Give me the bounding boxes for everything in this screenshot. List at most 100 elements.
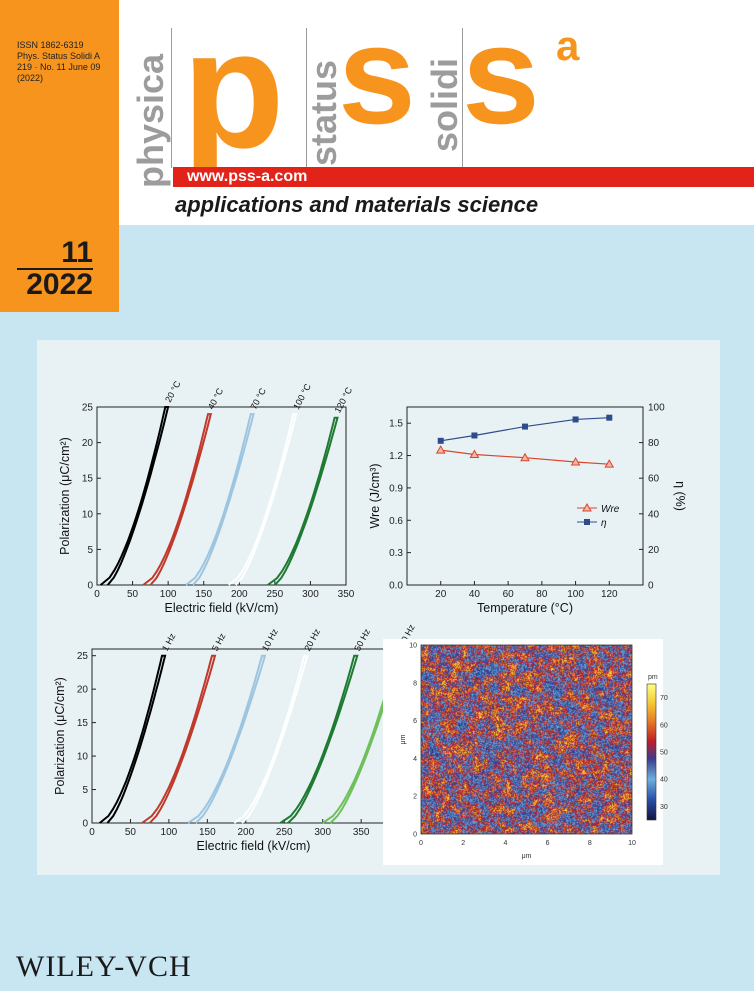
publisher-logo: WILEY-VCH xyxy=(16,950,192,983)
x-tick-label: 300 xyxy=(314,827,331,838)
issue-block: ISSN 1862-6319 Phys. Status Solidi A 219… xyxy=(0,0,119,312)
y-tick-label: 20 xyxy=(82,438,94,449)
x-tick-label: 100 xyxy=(567,589,584,600)
y-tick-label: 5 xyxy=(87,545,93,556)
pub-info-line: (2022) xyxy=(17,73,44,83)
x-tick-label: 350 xyxy=(353,827,370,838)
url-bar xyxy=(173,167,754,187)
issue-number: 11 xyxy=(61,236,93,269)
legend-marker xyxy=(584,519,590,525)
pe-loop xyxy=(267,416,339,586)
masthead xyxy=(0,0,754,225)
y-right-tick-label: 40 xyxy=(648,509,660,520)
data-point xyxy=(469,449,480,458)
legend-label: Wre xyxy=(601,504,620,515)
y-right-tick-label: 80 xyxy=(648,438,660,449)
logo-letter-p: p xyxy=(182,0,285,183)
x-tick-label: 200 xyxy=(237,827,254,838)
pe-loop xyxy=(142,413,213,586)
pub-info-line: 219 · No. 11 June 09 xyxy=(17,62,101,72)
series-label: 20 °C xyxy=(163,379,183,404)
x-tick-label: 80 xyxy=(536,589,548,600)
data-point xyxy=(572,416,579,423)
x-tick-label: 40 xyxy=(469,589,481,600)
pe-loop xyxy=(233,654,309,824)
x-axis-label: Electric field (kV/cm) xyxy=(165,601,279,615)
x-tick-label: 250 xyxy=(276,827,293,838)
series-label: 120 °C xyxy=(332,385,354,415)
plot-frame xyxy=(96,406,347,586)
y-tick-label: 25 xyxy=(82,403,94,414)
data-point xyxy=(471,432,478,439)
data-point xyxy=(570,457,581,466)
x-tick-label: 0 xyxy=(89,827,95,838)
data-point xyxy=(522,423,528,430)
logo-divider xyxy=(306,28,307,168)
x-tick-label: 50 xyxy=(125,827,137,838)
x-tick-label: 20 xyxy=(435,589,447,600)
y-tick-label: 10 xyxy=(82,509,94,520)
logo-letter-s: s xyxy=(338,0,416,153)
x-tick-label: 100 xyxy=(161,827,178,838)
y-right-tick-label: 20 xyxy=(648,545,660,556)
y-tick-label: 0 xyxy=(82,819,88,830)
x-tick-label: 100 xyxy=(160,589,177,600)
x-tick-label: 0 xyxy=(94,589,100,600)
data-point xyxy=(435,445,446,454)
y-tick-label: 25 xyxy=(77,651,89,662)
pe-loop xyxy=(185,413,255,586)
publication-info: ISSN 1862-6319 Phys. Status Solidi A 219… xyxy=(17,40,100,84)
x-tick-label: 250 xyxy=(267,589,284,600)
pe-loop xyxy=(99,406,170,586)
y-right-tick-label: 100 xyxy=(648,403,665,414)
y-tick-label: 0.9 xyxy=(389,483,403,494)
legend-label: η xyxy=(601,518,607,529)
chart-pe-loops-temperature: 0 50 100 150 200 250 300 350 0 5 10 15 20 25 Electric … xyxy=(58,379,355,615)
issue-year: 2022 xyxy=(26,268,93,301)
plot-frame xyxy=(406,406,644,586)
y-right-tick-label: 0 xyxy=(648,581,654,592)
logo-letter-s: s xyxy=(462,0,540,153)
y-tick-label: 0.0 xyxy=(389,581,403,592)
pe-loop xyxy=(187,654,267,824)
y-tick-label: 15 xyxy=(82,474,94,485)
pe-loop xyxy=(99,654,167,824)
y-tick-label: 5 xyxy=(82,785,88,796)
logo-divider xyxy=(171,28,172,168)
x-tick-label: 60 xyxy=(503,589,515,600)
y-axis-label: Polarization (μC/cm²) xyxy=(58,437,72,555)
x-axis-label: Temperature (°C) xyxy=(477,601,573,615)
afm-heatmap xyxy=(421,645,632,834)
data-point xyxy=(437,437,444,444)
pub-info-line: ISSN 1862-6319 xyxy=(17,40,84,50)
y-tick-label: 15 xyxy=(77,718,89,729)
logo-letter-a: a xyxy=(556,22,580,69)
data-point xyxy=(520,452,530,462)
issue-divider xyxy=(17,268,93,270)
y-tick-label: 0.3 xyxy=(389,548,403,559)
journal-subtitle: applications and materials science xyxy=(175,192,539,217)
data-point xyxy=(604,459,615,468)
journal-url[interactable]: www.pss-a.com xyxy=(187,168,308,185)
y-tick-label: 1.2 xyxy=(389,451,403,462)
x-tick-label: 150 xyxy=(195,589,212,600)
x-tick-label: 300 xyxy=(302,589,319,600)
y-tick-label: 20 xyxy=(77,685,89,696)
y-axis-label: Wre (J/cm³) xyxy=(368,463,382,528)
y-tick-label: 0 xyxy=(87,581,93,592)
pe-loop xyxy=(279,654,359,824)
x-tick-label: 150 xyxy=(199,827,216,838)
x-tick-label: 50 xyxy=(127,589,139,600)
y-axis-label: Polarization (μC/cm²) xyxy=(53,677,67,795)
x-tick-label: 350 xyxy=(338,589,355,600)
pub-info-line: Phys. Status Solidi A xyxy=(17,51,101,61)
x-tick-label: 200 xyxy=(231,589,248,600)
logo-divider xyxy=(462,28,463,168)
x-tick-label: 120 xyxy=(601,589,618,600)
legend-marker xyxy=(582,502,592,512)
x-axis-label: Electric field (kV/cm) xyxy=(197,839,311,853)
chart-pe-loops-frequency: 0501001502002503003504000510152025Electr… xyxy=(53,622,417,853)
y-right-tick-label: 60 xyxy=(648,474,660,485)
y-tick-label: 10 xyxy=(77,752,89,763)
